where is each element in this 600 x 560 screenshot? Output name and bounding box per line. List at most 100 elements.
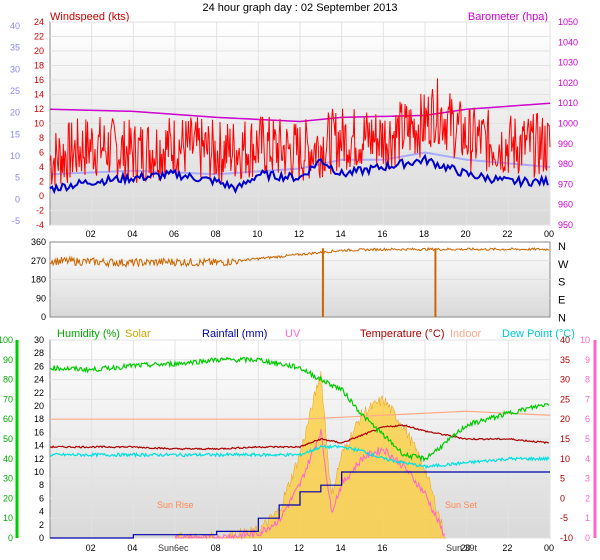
temperature-tick-label: 15 — [560, 434, 570, 444]
compass-label: N — [558, 312, 566, 324]
temperature-tick-label: 10 — [560, 454, 570, 464]
x-tick-label: 10 — [252, 229, 262, 239]
x-tick-label: 12 — [294, 229, 304, 239]
compass-label: E — [558, 295, 565, 307]
rainfall-tick-label: 24 — [34, 375, 44, 385]
sun-set-time-label: Sun 39t — [446, 543, 478, 553]
windspeed-tick-label: 24 — [34, 17, 44, 27]
rainfall-line — [50, 471, 550, 539]
windspeed-tick-label: 2 — [39, 177, 44, 187]
temperature-axis-ticks: 40 35 30 25 20 15 10 5 0 -5 -10 — [560, 335, 573, 543]
barometer-tick-label: 1010 — [558, 98, 578, 108]
x-tick-label: 18 — [419, 229, 429, 239]
rainfall-tick-label: 8 — [39, 480, 44, 490]
barometer-legend: Barometer (hpa) — [468, 11, 548, 23]
windspeed-tick-label: 10 — [34, 119, 44, 129]
rainfall-tick-label: 22 — [34, 388, 44, 398]
barometer-tick-label: 1050 — [558, 17, 578, 27]
x-tick-label: 14 — [336, 229, 346, 239]
barometer-tick-label: 1030 — [558, 58, 578, 68]
gust-tick-label: 0 — [15, 194, 20, 204]
barometer-tick-label: 1020 — [558, 78, 578, 88]
windspeed-tick-label: 20 — [34, 46, 44, 56]
x-tick-label: 20 — [461, 543, 471, 553]
windspeed-tick-label: 8 — [39, 133, 44, 143]
rainfall-tick-label: 12 — [34, 454, 44, 464]
humidity-tick-label: 90 — [3, 355, 13, 365]
barometer-tick-label: 960 — [558, 200, 573, 210]
rainfall-legend: Rainfall (mm) — [202, 328, 267, 340]
rainfall-tick-label: 10 — [34, 467, 44, 477]
uv-tick-label: 4 — [585, 454, 590, 464]
rainfall-tick-label: 2 — [39, 520, 44, 530]
humidity-legend: Humidity (%) — [57, 328, 120, 340]
indoor-legend: Indoor — [450, 328, 482, 340]
wind-direction-line — [49, 247, 550, 269]
sun-rise-label: Sun Rise — [157, 500, 194, 510]
windspeed-x-ticks: 02 04 06 08 10 12 14 16 18 20 22 00 — [86, 229, 554, 239]
uv-tick-label: 0 — [585, 533, 590, 543]
x-tick-label: 22 — [502, 229, 512, 239]
x-tick-label: 16 — [377, 229, 387, 239]
x-tick-label: 02 — [86, 543, 96, 553]
windspeed-tick-label: -2 — [36, 206, 44, 216]
uv-legend: UV — [285, 328, 301, 340]
climate-x-ticks: 02 04 08 10 12 14 16 20 22 00 — [86, 543, 554, 553]
humidity-tick-label: 60 — [3, 414, 13, 424]
barometer-axis-ticks: 1050 1040 1030 1020 1010 1000 990 980 970 960 950 — [558, 17, 578, 230]
dew-point-legend: Dew Point (°C) — [502, 328, 575, 340]
humidity-line — [49, 356, 550, 463]
temperature-tick-label: -5 — [560, 513, 568, 523]
solar-area — [175, 371, 446, 539]
gust-tick-label: 15 — [10, 129, 20, 139]
rainfall-tick-label: 0 — [39, 533, 44, 543]
direction-grid — [50, 260, 550, 299]
x-tick-label: 00 — [544, 229, 554, 239]
x-tick-label: 08 — [211, 543, 221, 553]
barometer-tick-label: 990 — [558, 139, 573, 149]
uv-tick-label: 9 — [585, 355, 590, 365]
uv-line — [174, 428, 446, 540]
indoor-line — [50, 410, 551, 420]
temperature-tick-label: 5 — [560, 474, 565, 484]
compass-label: S — [558, 277, 565, 289]
direction-axis-ticks: 360 270 180 90 0 — [31, 237, 46, 322]
x-tick-label: 20 — [461, 229, 471, 239]
direction-tick-label: 180 — [31, 275, 46, 285]
windspeed-tick-label: 16 — [34, 75, 44, 85]
gust-tick-label: -5 — [12, 216, 20, 226]
humidity-tick-label: 30 — [3, 474, 13, 484]
rainfall-tick-label: 4 — [39, 507, 44, 517]
humidity-tick-label: 70 — [3, 394, 13, 404]
gust-tick-label: 40 — [10, 21, 20, 31]
uv-tick-label: 5 — [585, 434, 590, 444]
rainfall-tick-label: 26 — [34, 361, 44, 371]
barometer-tick-label: 980 — [558, 159, 573, 169]
sun-set-label: Sun Set — [445, 500, 478, 510]
rainfall-tick-label: 6 — [39, 493, 44, 503]
dew-point-line — [49, 443, 550, 470]
direction-tick-label: 270 — [31, 256, 46, 266]
compass-label: W — [558, 259, 569, 271]
rainfall-tick-label: 18 — [34, 414, 44, 424]
uv-tick-label: 3 — [585, 474, 590, 484]
humidity-tick-label: 40 — [3, 454, 13, 464]
gust-tick-label: 10 — [10, 151, 20, 161]
gust-tick-label: 25 — [10, 86, 20, 96]
temperature-line — [49, 424, 550, 451]
windspeed-tick-label: 0 — [39, 191, 44, 201]
rainfall-tick-label: 30 — [34, 335, 44, 345]
humidity-tick-label: 100 — [0, 335, 13, 345]
rainfall-tick-label: 28 — [34, 348, 44, 358]
windspeed-tick-label: 14 — [34, 90, 44, 100]
direction-tick-label: 90 — [36, 293, 46, 303]
x-tick-label: 12 — [294, 543, 304, 553]
x-tick-label: 06 — [169, 229, 179, 239]
gust-tick-label: 20 — [10, 108, 20, 118]
